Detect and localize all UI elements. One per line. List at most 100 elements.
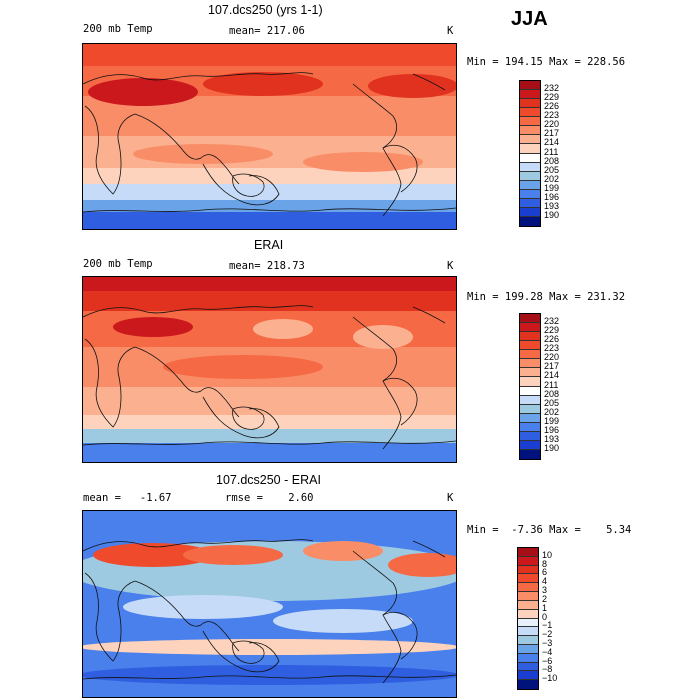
coastline	[412, 73, 446, 91]
panel-3-mean-label: mean = -1.67	[83, 492, 172, 504]
panel-2-title: ERAI	[254, 238, 284, 252]
colorbar-level-label: −1	[542, 620, 553, 631]
colorbar-swatch	[518, 600, 538, 610]
colorbar-swatch	[518, 680, 538, 689]
colorbar-swatch	[520, 314, 540, 324]
contour-band	[83, 44, 456, 66]
colorbar-swatch	[520, 359, 540, 369]
colorbar-swatch	[520, 323, 540, 333]
panel-1-colorbar	[519, 80, 541, 227]
colorbar-level-label: 202	[544, 406, 560, 417]
colorbar-swatch	[518, 574, 538, 584]
colorbar-level-label: 199	[544, 182, 560, 193]
colorbar-level-label: −3	[542, 637, 553, 648]
colorbar-level-label: 223	[544, 343, 560, 354]
colorbar-level-label: 232	[544, 83, 560, 94]
panel-3-colorbar	[517, 547, 539, 690]
coastline	[83, 207, 456, 213]
colorbar-swatch	[520, 108, 540, 118]
colorbar-level-label: 214	[544, 137, 560, 148]
colorbar-level-label: 202	[544, 173, 560, 184]
panel-3-title: 107.dcs250 - ERAI	[216, 473, 321, 487]
colorbar-swatch	[520, 413, 540, 423]
colorbar-level-label: 3	[542, 585, 548, 596]
contour-region	[353, 325, 413, 349]
colorbar-swatch	[518, 609, 538, 619]
colorbar-swatch	[520, 180, 540, 190]
colorbar-swatch	[520, 144, 540, 154]
contour-region	[133, 144, 273, 164]
contour-region	[368, 74, 456, 98]
contour-region	[303, 152, 423, 172]
colorbar-swatch	[520, 126, 540, 136]
colorbar-swatch	[518, 662, 538, 672]
colorbar-level-label: 196	[544, 424, 560, 435]
contour-region	[88, 78, 198, 106]
colorbar-swatch	[518, 627, 538, 637]
colorbar-swatch	[520, 171, 540, 181]
panel-2-map	[82, 276, 457, 463]
panel-2-map-field	[83, 277, 456, 462]
panel-2-minmax: Min = 199.28 Max = 231.32	[467, 291, 626, 303]
colorbar-swatch	[520, 135, 540, 145]
contour-region	[163, 355, 323, 379]
colorbar-level-label: 226	[544, 101, 560, 112]
contour-region	[83, 639, 456, 655]
panel-3-units-label: K	[447, 492, 454, 504]
contour-band	[83, 277, 456, 291]
panel-1-variable-label: 200 mb Temp	[83, 23, 153, 35]
season-label: JJA	[511, 8, 548, 30]
contour-region	[113, 317, 193, 337]
colorbar-level-label: 211	[544, 146, 559, 157]
contour-region	[183, 545, 283, 565]
colorbar-level-label: 226	[544, 334, 560, 345]
panel-2-units-label: K	[447, 260, 454, 272]
colorbar-swatch	[518, 565, 538, 575]
colorbar-swatch	[520, 153, 540, 163]
colorbar-level-label: 208	[544, 388, 560, 399]
contour-band	[83, 387, 456, 415]
colorbar-swatch	[518, 592, 538, 601]
colorbar-level-label: 229	[544, 92, 560, 103]
colorbar-swatch	[518, 644, 538, 654]
contour-band	[83, 443, 456, 462]
colorbar-level-label: 220	[544, 352, 560, 363]
colorbar-level-label: −6	[542, 655, 553, 666]
contour-band	[83, 212, 456, 229]
colorbar-level-label: 229	[544, 325, 560, 336]
colorbar-swatch	[520, 198, 540, 208]
colorbar-swatch	[520, 449, 540, 459]
coastline	[83, 72, 314, 85]
contour-band	[83, 184, 456, 200]
panel-2-colorbar	[519, 313, 541, 460]
colorbar-level-label: −8	[542, 664, 553, 675]
colorbar-swatch	[520, 216, 540, 226]
colorbar-level-label: 193	[544, 433, 560, 444]
colorbar-level-label: −2	[542, 629, 553, 640]
colorbar-swatch	[520, 162, 540, 172]
colorbar-swatch	[518, 618, 538, 628]
colorbar-level-label: −10	[542, 673, 558, 684]
colorbar-swatch	[520, 189, 540, 199]
colorbar-level-label: 0	[542, 611, 548, 622]
coastline	[232, 640, 265, 664]
colorbar-level-label: 4	[542, 576, 548, 587]
colorbar-swatch	[520, 332, 540, 342]
coastline	[84, 338, 136, 428]
contour-band	[83, 429, 456, 443]
colorbar-swatch	[520, 395, 540, 405]
colorbar-level-label: 205	[544, 397, 560, 408]
colorbar-level-label: 217	[544, 361, 560, 372]
colorbar-level-label: 10	[542, 549, 553, 560]
colorbar-swatch	[518, 671, 538, 681]
panel-1-units-label: K	[447, 25, 454, 37]
colorbar-level-label: −4	[542, 646, 553, 657]
panel-1-map-field	[83, 44, 456, 229]
colorbar-level-label: 1	[542, 602, 548, 613]
colorbar-swatch	[520, 440, 540, 450]
coastline	[202, 630, 280, 673]
coastline	[84, 572, 136, 662]
coastline	[412, 306, 446, 324]
panel-1-mean-label: mean= 217.06	[229, 25, 305, 37]
colorbar-swatch	[520, 368, 540, 378]
